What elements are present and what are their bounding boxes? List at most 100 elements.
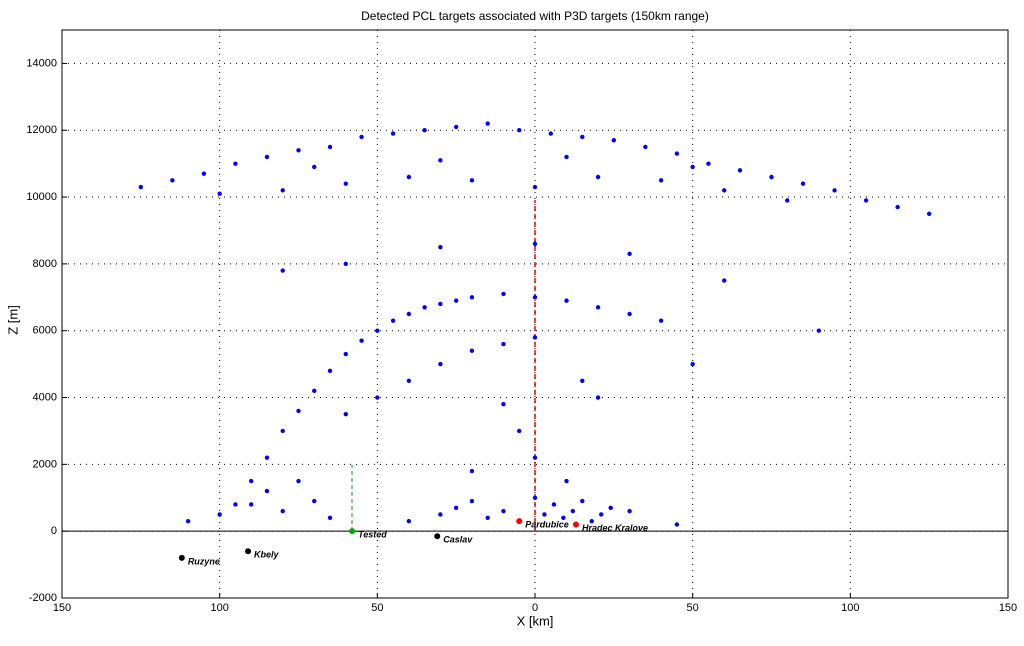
x-tick-label: 100	[841, 602, 859, 614]
data-point	[589, 518, 594, 524]
station-label: Kbely	[254, 550, 280, 560]
data-point	[517, 428, 522, 434]
data-point	[296, 148, 301, 153]
data-point	[469, 468, 475, 474]
station-label: Caslav	[443, 535, 473, 545]
data-point	[800, 181, 806, 186]
data-point	[469, 348, 475, 353]
data-point	[469, 295, 475, 300]
data-point	[532, 184, 538, 190]
data-point	[580, 378, 585, 384]
data-point	[690, 164, 695, 170]
station-marker	[245, 548, 252, 555]
data-point	[580, 498, 585, 504]
data-point	[312, 164, 317, 170]
data-point	[438, 244, 443, 250]
data-point	[611, 138, 617, 143]
data-point	[375, 395, 380, 400]
data-point	[627, 508, 632, 514]
data-point	[406, 518, 412, 524]
x-axis-label: X [km]	[517, 613, 554, 628]
data-point	[280, 428, 285, 434]
data-point	[343, 181, 348, 186]
data-point	[564, 298, 569, 303]
data-point	[327, 368, 333, 373]
data-point	[280, 268, 285, 273]
data-point	[690, 361, 695, 367]
y-tick-label: 2000	[33, 458, 57, 470]
data-point	[532, 495, 538, 500]
data-point	[249, 478, 254, 484]
y-tick-label: -2000	[29, 592, 57, 604]
data-point	[706, 161, 711, 166]
data-point	[296, 408, 301, 414]
data-point	[453, 505, 459, 510]
data-point	[551, 502, 557, 507]
data-point	[608, 505, 613, 510]
data-point	[469, 178, 475, 183]
data-point	[595, 174, 601, 180]
data-point	[485, 121, 490, 126]
station-label: Hradec Kralove	[582, 523, 648, 533]
data-point	[570, 508, 576, 514]
x-tick-label: 150	[53, 602, 71, 614]
data-point	[249, 502, 254, 507]
y-tick-label: 12000	[26, 124, 57, 136]
data-point	[406, 174, 412, 180]
data-point	[406, 311, 412, 317]
data-point	[438, 361, 443, 367]
data-point	[359, 338, 364, 343]
data-point	[359, 134, 364, 140]
data-point	[643, 144, 648, 150]
data-point	[485, 515, 490, 521]
data-point	[327, 144, 333, 150]
data-point	[406, 378, 412, 384]
data-point	[674, 522, 680, 527]
data-point	[674, 151, 680, 156]
data-point	[343, 351, 348, 357]
data-point	[453, 124, 459, 130]
data-point	[816, 328, 821, 333]
data-point	[722, 278, 727, 283]
data-point	[233, 502, 238, 507]
station-label: Tested	[358, 530, 387, 540]
data-point	[532, 335, 538, 340]
data-point	[264, 154, 270, 160]
data-point	[564, 154, 569, 160]
data-point	[312, 388, 317, 394]
data-point	[658, 318, 664, 323]
data-point	[926, 211, 932, 216]
data-point	[233, 161, 238, 166]
data-point	[501, 341, 506, 347]
data-point	[280, 508, 285, 514]
data-point	[438, 301, 443, 307]
y-tick-label: 14000	[26, 57, 57, 69]
chart-title: Detected PCL targets associated with P3D…	[361, 9, 709, 23]
data-point	[438, 158, 443, 163]
data-point	[375, 328, 380, 333]
data-point	[201, 171, 207, 176]
data-point	[327, 515, 333, 521]
data-point	[422, 305, 427, 310]
x-tick-label: 150	[999, 602, 1017, 614]
data-point	[599, 512, 604, 517]
data-point	[595, 305, 601, 310]
y-tick-label: 6000	[33, 325, 57, 337]
x-tick-label: 0	[532, 602, 538, 614]
data-point	[170, 178, 175, 183]
data-point	[390, 318, 396, 323]
data-point	[580, 134, 585, 140]
data-point	[185, 518, 191, 524]
data-point	[548, 131, 553, 136]
station-marker	[434, 533, 441, 540]
y-tick-label: 0	[51, 525, 57, 537]
y-tick-label: 10000	[26, 191, 57, 203]
data-point	[627, 311, 632, 317]
data-point	[627, 251, 632, 257]
data-point	[895, 204, 900, 210]
station-marker	[516, 518, 523, 525]
station-label: Ruzyne	[188, 556, 220, 566]
data-point	[501, 291, 506, 297]
data-point	[542, 512, 547, 517]
